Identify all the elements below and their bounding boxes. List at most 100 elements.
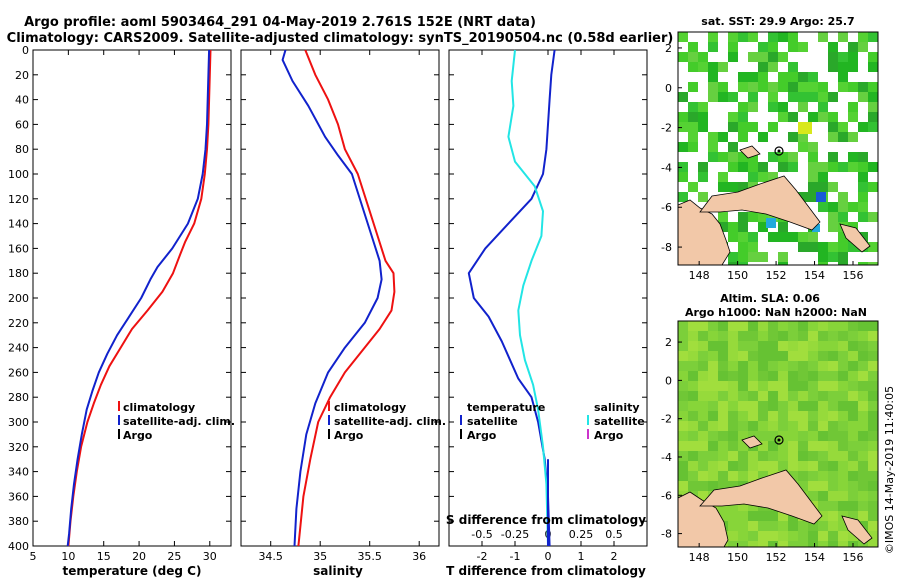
series-s-satellite — [507, 49, 549, 547]
sla-cell — [848, 401, 858, 411]
sla-cell — [698, 421, 708, 431]
sla-cell — [768, 521, 778, 531]
y-tick-label: 100 — [8, 168, 29, 181]
sla-cell — [728, 381, 738, 391]
sst-cell — [688, 182, 698, 192]
sla-cell — [708, 381, 718, 391]
sla-cell — [838, 521, 848, 531]
sla-cell — [688, 441, 698, 451]
temperature-frame — [32, 49, 232, 547]
sla-cell — [738, 501, 748, 511]
sst-cell — [838, 262, 848, 265]
sst-cell — [688, 122, 698, 132]
sla-cell — [808, 441, 818, 451]
sla-cell — [768, 511, 778, 521]
sst-cell — [758, 42, 768, 52]
sst-cell — [688, 132, 698, 142]
sst-cell — [778, 102, 788, 112]
sla-cell — [758, 461, 768, 471]
sla-cell — [828, 321, 838, 331]
sst-cell — [828, 222, 838, 232]
sla-cell — [848, 451, 858, 461]
sst-cell — [738, 162, 748, 172]
figure-title-line2: Climatology: CARS2009. Satellite-adjuste… — [7, 31, 674, 46]
sla-cell — [808, 351, 818, 361]
sst-cell — [808, 232, 818, 242]
sst-cell — [828, 62, 838, 72]
sst-cell — [818, 182, 828, 192]
map-y-tick-label: 0 — [665, 82, 672, 95]
sla-cell — [748, 381, 758, 391]
sla-cell — [868, 481, 878, 491]
sla-cell — [828, 501, 838, 511]
sst-cell — [718, 152, 728, 162]
sst-cell — [808, 182, 818, 192]
sla-cell — [678, 431, 688, 441]
sla-cell — [698, 441, 708, 451]
sla-cell — [698, 451, 708, 461]
sla-cell — [818, 321, 828, 331]
sla-cell — [788, 341, 798, 351]
sla-cell — [868, 421, 878, 431]
map-y-tick-label: 2 — [665, 336, 672, 349]
sla-cell — [828, 451, 838, 461]
legend-satellite: satellite-adj. clim. — [123, 415, 235, 428]
sla-cell — [688, 481, 698, 491]
sst-land-newguinea-west — [678, 199, 731, 265]
sla-cell — [688, 331, 698, 341]
sla-cell — [768, 431, 778, 441]
sla-cell — [838, 371, 848, 381]
sla-cell — [828, 491, 838, 501]
sla-cell — [728, 471, 738, 481]
sst-cell — [828, 112, 838, 122]
sla-cell — [738, 471, 748, 481]
legend-t-satellite: satellite — [467, 415, 518, 428]
sst-cell — [778, 162, 788, 172]
sst-cell — [768, 92, 778, 102]
sst-land-bougainville — [839, 223, 871, 253]
y-tick-label: 300 — [8, 416, 29, 429]
sst-cell — [728, 52, 738, 62]
sla-cell — [858, 501, 868, 511]
sla-cell — [788, 441, 798, 451]
legend-satellite-swatch — [118, 415, 120, 425]
sst-cell — [788, 92, 798, 102]
sla-cell — [868, 371, 878, 381]
sla-cell — [828, 331, 838, 341]
series-climatology — [67, 49, 212, 547]
sst-cell — [758, 72, 768, 82]
sst-cell — [818, 202, 828, 212]
sst-cell — [718, 212, 728, 222]
salinity-frame — [240, 49, 440, 547]
sla-cell — [678, 371, 688, 381]
sst-map-title: sat. SST: 29.9 Argo: 25.7 — [701, 15, 854, 28]
sst-land-newbritain — [699, 175, 821, 231]
x-tick-label: 10 — [61, 550, 75, 563]
sla-cell — [678, 321, 688, 331]
sst-cell — [758, 252, 768, 262]
sla-cell — [788, 531, 798, 541]
sst-cell — [788, 152, 798, 162]
sla-cell — [798, 451, 808, 461]
sla-cell — [708, 331, 718, 341]
map-y-tick-label: -4 — [661, 161, 672, 174]
sla-cell — [798, 381, 808, 391]
sla-cell — [768, 361, 778, 371]
sst-cell — [808, 92, 818, 102]
sst-cell — [758, 172, 768, 182]
sla-cell — [768, 461, 778, 471]
x-top-tick-label: -0.25 — [501, 528, 529, 541]
x-top-tick-label: 0.5 — [605, 528, 623, 541]
sla-cell — [838, 351, 848, 361]
sst-cell — [838, 252, 848, 262]
sst-cell — [808, 192, 818, 202]
sla-cell — [748, 331, 758, 341]
sst-cell — [858, 172, 868, 182]
x-top-tick-label: 0.25 — [569, 528, 594, 541]
sst-cell — [728, 112, 738, 122]
sla-cell — [698, 401, 708, 411]
sla-cell — [858, 391, 868, 401]
sst-cell — [828, 162, 838, 172]
sla-cell — [798, 481, 808, 491]
sst-cell — [688, 142, 698, 152]
